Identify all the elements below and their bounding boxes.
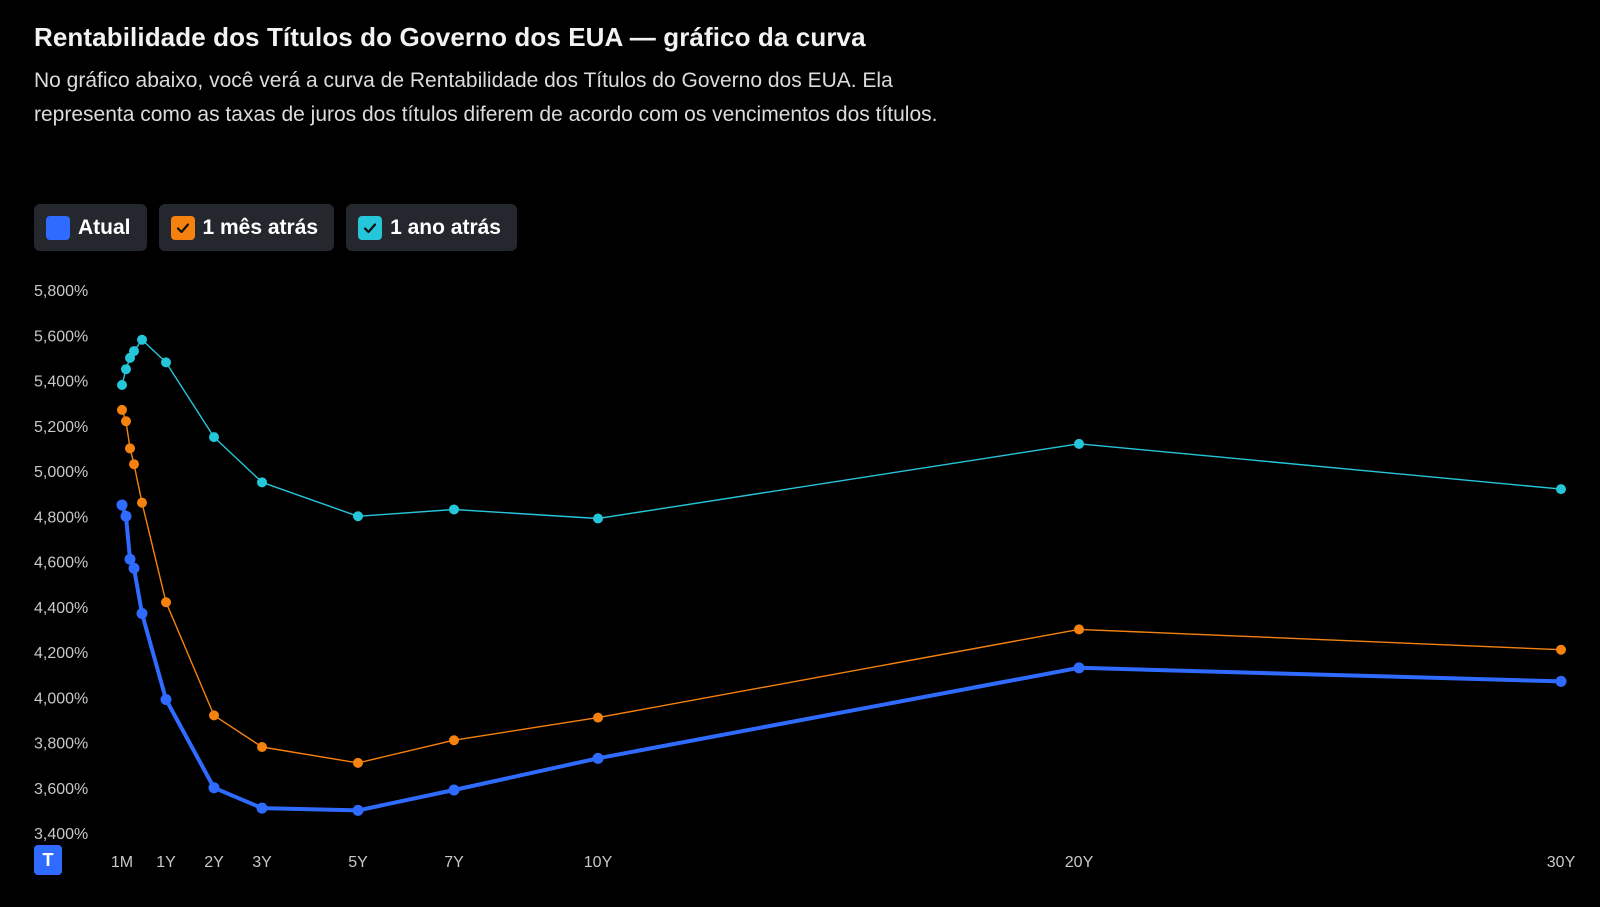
data-point — [116, 499, 128, 511]
legend-label-1-mes: 1 mês atrás — [202, 215, 319, 239]
data-point — [257, 477, 267, 488]
data-point — [209, 432, 219, 443]
data-point — [1073, 662, 1085, 674]
data-point — [449, 504, 459, 515]
data-point — [353, 511, 363, 522]
data-point — [208, 782, 220, 794]
data-point — [121, 416, 132, 427]
data-point — [593, 712, 603, 723]
legend-swatch-atual — [46, 215, 70, 240]
data-point — [1074, 624, 1084, 635]
data-point — [1556, 644, 1566, 655]
x-tick-label: 7Y — [444, 854, 464, 871]
data-point — [136, 608, 148, 620]
x-tick-label: 10Y — [584, 854, 613, 871]
legend-checkbox-1-ano — [358, 215, 383, 240]
x-tick-label: 1Y — [156, 854, 176, 871]
data-point — [137, 334, 147, 345]
page-title: Rentabilidade dos Títulos do Governo dos… — [34, 22, 866, 52]
data-point — [352, 804, 364, 816]
y-tick-label: 5,800% — [34, 283, 88, 300]
x-tick-label: 20Y — [1065, 854, 1094, 871]
data-point — [448, 784, 460, 796]
data-point — [1556, 484, 1566, 495]
legend-toggle-1-ano[interactable]: 1 ano atrás — [346, 204, 517, 251]
y-tick-label: 3,400% — [34, 826, 88, 843]
data-point — [128, 459, 139, 470]
y-tick-label: 4,000% — [34, 690, 88, 707]
data-point — [449, 735, 459, 746]
data-point — [353, 757, 363, 768]
x-tick-label: 5Y — [348, 854, 368, 871]
y-tick-label: 4,400% — [34, 600, 88, 617]
data-point — [160, 694, 172, 706]
chart-description: No gráfico abaixo, você verá a curva de … — [34, 69, 938, 126]
data-point — [125, 443, 136, 454]
y-tick-label: 5,200% — [34, 419, 88, 436]
data-point — [593, 513, 603, 524]
y-tick-label: 4,200% — [34, 645, 88, 662]
x-tick-label: 2Y — [204, 854, 224, 871]
data-point — [1074, 438, 1084, 449]
data-point — [257, 742, 267, 753]
series-line — [121, 339, 1562, 520]
data-point — [128, 346, 139, 357]
data-point — [1555, 675, 1567, 687]
data-point — [161, 357, 171, 368]
data-point — [161, 597, 171, 608]
legend-label-1-ano: 1 ano atrás — [390, 215, 501, 239]
data-point — [209, 710, 219, 721]
data-point — [120, 510, 132, 522]
legend-checkbox-1-mes — [170, 215, 195, 240]
data-point — [128, 562, 140, 574]
y-tick-label: 5,600% — [34, 328, 88, 345]
legend-toggle-1-mes[interactable]: 1 mês atrás — [158, 204, 335, 251]
data-point — [121, 364, 132, 375]
series-line — [121, 409, 1562, 764]
y-tick-label: 5,400% — [34, 374, 88, 391]
legend-label-atual: Atual — [78, 215, 131, 239]
series-line — [120, 504, 1562, 813]
data-point — [137, 497, 147, 508]
y-tick-label: 4,600% — [34, 555, 88, 572]
y-tick-label: 3,800% — [34, 736, 88, 753]
legend: Atual 1 mês atrás 1 ano atrás — [34, 204, 517, 251]
tradingview-logo-icon[interactable]: T — [34, 845, 62, 875]
data-point — [592, 752, 604, 764]
x-tick-label: 3Y — [252, 854, 272, 871]
y-tick-label: 5,000% — [34, 464, 88, 481]
data-point — [124, 553, 136, 565]
data-point — [256, 802, 268, 814]
x-tick-label: 1M — [111, 854, 133, 871]
x-tick-label: 30Y — [1547, 854, 1576, 871]
y-tick-label: 3,600% — [34, 781, 88, 798]
data-point — [117, 404, 127, 415]
data-point — [117, 380, 127, 391]
y-tick-label: 4,800% — [34, 509, 88, 526]
legend-toggle-atual[interactable]: Atual — [34, 204, 147, 251]
